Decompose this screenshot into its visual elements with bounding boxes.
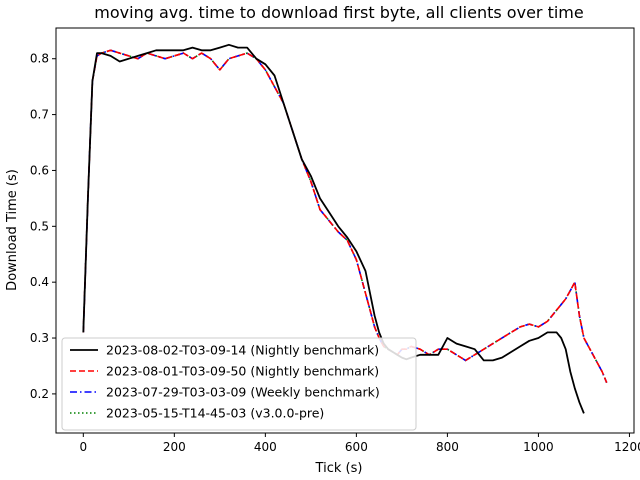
x-tick-label: 600 [345,440,368,454]
legend-label-3: 2023-07-29-T03-03-09 (Weekly benchmark) [106,385,380,400]
x-tick-label: 800 [436,440,459,454]
y-tick-label: 0.5 [30,219,49,233]
series-line-2 [82,49,608,384]
y-tick-label: 0.8 [30,52,49,66]
axes-frame [55,27,635,434]
series-line-1 [82,43,585,414]
legend-label-4: 2023-05-15-T14-45-03 (v3.0.0-pre) [106,406,324,421]
legend-label-2: 2023-08-01-T03-09-50 (Nightly benchmark) [106,364,379,379]
y-axis-label: Download Time (s) [5,169,20,291]
x-tick-label: 0 [79,440,87,454]
chart-title: moving avg. time to download first byte,… [94,3,583,22]
x-tick-label: 200 [163,440,186,454]
legend: 2023-08-02-T03-09-14 (Nightly benchmark)… [61,337,417,431]
x-tick-label: 1000 [523,440,554,454]
x-axis-label: Tick (s) [315,461,363,476]
y-tick-label: 0.2 [30,387,49,401]
y-tick-label: 0.4 [30,275,49,289]
y-tick-label: 0.7 [30,108,49,122]
legend-box [61,337,417,431]
plot-series [82,43,608,414]
y-axis: 0.2 0.3 0.4 0.5 0.6 0.7 0.8 [30,52,56,401]
y-tick-label: 0.6 [30,163,49,177]
x-tick-label: 400 [254,440,277,454]
legend-label-1: 2023-08-02-T03-09-14 (Nightly benchmark) [106,343,379,358]
y-tick-label: 0.3 [30,331,49,345]
